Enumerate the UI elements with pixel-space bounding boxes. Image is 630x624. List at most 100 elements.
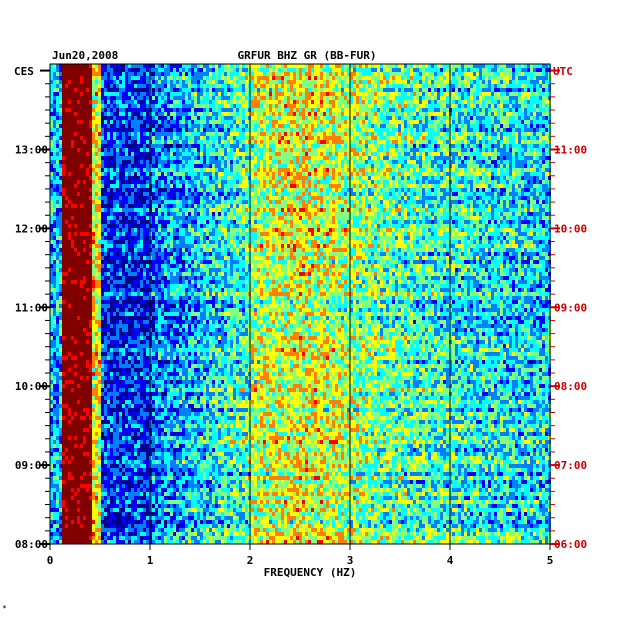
heatmap-cell bbox=[413, 180, 416, 184]
heatmap-cell bbox=[179, 76, 182, 80]
heatmap-cell bbox=[395, 108, 398, 112]
heatmap-cell bbox=[452, 104, 455, 108]
heatmap-cell bbox=[470, 164, 473, 168]
heatmap-cell bbox=[167, 64, 170, 68]
heatmap-cell bbox=[86, 136, 89, 140]
heatmap-cell bbox=[275, 124, 278, 128]
heatmap-cell bbox=[59, 148, 62, 152]
heatmap-cell bbox=[425, 96, 428, 100]
heatmap-cell bbox=[50, 84, 53, 88]
heatmap-cell bbox=[161, 172, 164, 176]
heatmap-cell bbox=[458, 144, 461, 148]
heatmap-cell bbox=[362, 144, 365, 148]
heatmap-cell bbox=[227, 76, 230, 80]
heatmap-cell bbox=[113, 164, 116, 168]
heatmap-cell bbox=[350, 100, 353, 104]
heatmap-cell bbox=[437, 180, 440, 184]
heatmap-cell bbox=[533, 100, 536, 104]
heatmap-cell bbox=[272, 68, 275, 72]
heatmap-cell bbox=[200, 76, 203, 80]
heatmap-cell bbox=[191, 156, 194, 160]
heatmap-cell bbox=[482, 172, 485, 176]
heatmap-cell bbox=[404, 80, 407, 84]
heatmap-cell bbox=[395, 144, 398, 148]
heatmap-cell bbox=[257, 80, 260, 84]
heatmap-cell bbox=[86, 96, 89, 100]
heatmap-cell bbox=[140, 80, 143, 84]
heatmap-cell bbox=[392, 120, 395, 124]
heatmap-cell bbox=[269, 120, 272, 124]
heatmap-cell bbox=[212, 96, 215, 100]
heatmap-cell bbox=[341, 152, 344, 156]
heatmap-cell bbox=[353, 112, 356, 116]
heatmap-cell bbox=[545, 128, 548, 132]
heatmap-cell bbox=[188, 136, 191, 140]
heatmap-cell bbox=[233, 76, 236, 80]
heatmap-cell bbox=[167, 96, 170, 100]
heatmap-cell bbox=[170, 112, 173, 116]
heatmap-cell bbox=[410, 136, 413, 140]
heatmap-cell bbox=[413, 172, 416, 176]
heatmap-cell bbox=[314, 64, 317, 68]
heatmap-cell bbox=[425, 144, 428, 148]
heatmap-cell bbox=[323, 164, 326, 168]
heatmap-cell bbox=[314, 100, 317, 104]
heatmap-cell bbox=[299, 100, 302, 104]
heatmap-cell bbox=[302, 180, 305, 184]
heatmap-cell bbox=[125, 180, 128, 184]
heatmap-cell bbox=[197, 104, 200, 108]
heatmap-cell bbox=[422, 92, 425, 96]
heatmap-cell bbox=[56, 164, 59, 168]
heatmap-cell bbox=[146, 88, 149, 92]
heatmap-cell bbox=[311, 164, 314, 168]
heatmap-cell bbox=[473, 140, 476, 144]
heatmap-cell bbox=[458, 156, 461, 160]
heatmap-cell bbox=[536, 124, 539, 128]
heatmap-cell bbox=[305, 92, 308, 96]
heatmap-cell bbox=[494, 104, 497, 108]
heatmap-cell bbox=[317, 164, 320, 168]
heatmap-cell bbox=[389, 80, 392, 84]
heatmap-cell bbox=[257, 164, 260, 168]
heatmap-cell bbox=[134, 80, 137, 84]
heatmap-cell bbox=[287, 72, 290, 76]
heatmap-cell bbox=[89, 164, 92, 168]
heatmap-cell bbox=[416, 76, 419, 80]
heatmap-cell bbox=[497, 176, 500, 180]
heatmap-cell bbox=[317, 128, 320, 132]
heatmap-cell bbox=[368, 88, 371, 92]
heatmap-cell bbox=[62, 112, 65, 116]
heatmap-cell bbox=[179, 136, 182, 140]
heatmap-cell bbox=[518, 72, 521, 76]
heatmap-cell bbox=[314, 176, 317, 180]
heatmap-cell bbox=[170, 104, 173, 108]
heatmap-cell bbox=[479, 80, 482, 84]
heatmap-cell bbox=[374, 64, 377, 68]
heatmap-cell bbox=[338, 160, 341, 164]
heatmap-cell bbox=[491, 68, 494, 72]
heatmap-cell bbox=[170, 160, 173, 164]
heatmap-cell bbox=[167, 148, 170, 152]
heatmap-cell bbox=[242, 76, 245, 80]
heatmap-cell bbox=[143, 172, 146, 176]
heatmap-cell bbox=[452, 160, 455, 164]
heatmap-cell bbox=[347, 140, 350, 144]
heatmap-cell bbox=[215, 172, 218, 176]
heatmap-cell bbox=[329, 120, 332, 124]
heatmap-cell bbox=[419, 100, 422, 104]
heatmap-cell bbox=[401, 104, 404, 108]
heatmap-cell bbox=[308, 172, 311, 176]
heatmap-cell bbox=[245, 76, 248, 80]
heatmap-cell bbox=[185, 92, 188, 96]
heatmap-cell bbox=[113, 176, 116, 180]
heatmap-cell bbox=[413, 80, 416, 84]
heatmap-cell bbox=[443, 84, 446, 88]
heatmap-cell bbox=[419, 76, 422, 80]
heatmap-cell bbox=[122, 64, 125, 68]
heatmap-cell bbox=[542, 80, 545, 84]
heatmap-cell bbox=[146, 176, 149, 180]
heatmap-cell bbox=[362, 180, 365, 184]
heatmap-cell bbox=[140, 100, 143, 104]
heatmap-cell bbox=[377, 112, 380, 116]
heatmap-cell bbox=[323, 72, 326, 76]
